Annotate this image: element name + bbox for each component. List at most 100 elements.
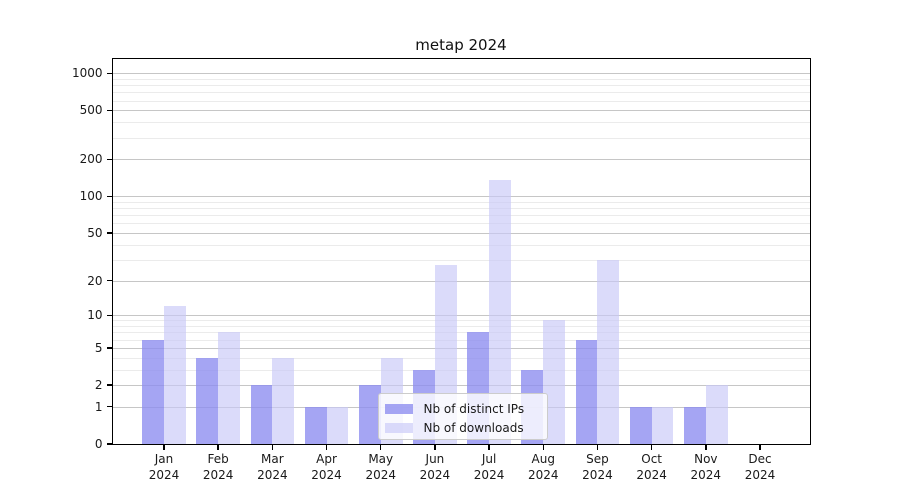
y-tick-mark: [106, 406, 113, 408]
x-tick-month: Jun: [425, 452, 445, 466]
bar-distinct-ips-nov: [684, 406, 706, 444]
gridline-major: [112, 196, 810, 198]
x-tick-mark: [488, 444, 490, 450]
x-tick-label: Sep 2024: [565, 451, 629, 483]
x-tick-mark: [705, 444, 707, 450]
y-tick-label: 5: [94, 340, 103, 355]
x-tick-mark: [542, 444, 544, 450]
x-tick-label: Jun 2024: [403, 451, 467, 483]
chart-title: metap 2024: [415, 36, 507, 54]
bar-downloads-aug: [543, 320, 566, 444]
y-tick-label: 20: [87, 273, 103, 288]
x-tick-month: Dec: [748, 452, 772, 466]
x-tick-mark: [650, 444, 653, 450]
gridline-minor: [112, 100, 810, 102]
y-tick-label: 2: [94, 378, 103, 393]
y-tick-mark: [106, 72, 113, 74]
x-tick-mark: [271, 444, 274, 450]
x-tick-year: 2024: [690, 468, 722, 482]
y-tick-mark: [106, 232, 113, 234]
y-tick-label: 100: [79, 189, 103, 204]
legend-label-distinct-ips: Nb of distinct IPs: [423, 401, 525, 416]
legend-swatch-downloads: [384, 422, 413, 433]
bar-downloads-apr: [326, 406, 349, 444]
gridline-minor: [112, 357, 810, 359]
x-tick-mark: [596, 444, 599, 450]
x-tick-mark: [380, 444, 382, 450]
y-tick-label: 0: [94, 437, 103, 451]
gridline-major: [112, 110, 810, 112]
gridline-minor: [112, 339, 810, 341]
x-tick-month: Sep: [586, 452, 609, 466]
gridline-minor: [112, 223, 810, 225]
x-tick-year: 2024: [582, 468, 613, 482]
gridline-major: [112, 73, 810, 75]
x-tick-label: Aug 2024: [511, 451, 575, 483]
y-tick-mark: [106, 195, 113, 198]
y-tick-mark: [106, 347, 113, 349]
y-tick-mark: [106, 314, 113, 317]
y-tick-label: 200: [79, 152, 103, 167]
bar-distinct-ips-oct: [629, 406, 652, 444]
gridline-minor: [112, 244, 810, 246]
x-tick-year: 2024: [365, 468, 396, 482]
bar-downloads-jan: [164, 306, 186, 444]
y-tick-label: 1: [94, 399, 103, 414]
x-tick-label: Jan 2024: [132, 451, 196, 483]
x-tick-label: Mar 2024: [240, 451, 304, 483]
x-tick-label: Dec 2024: [728, 451, 792, 483]
bar-distinct-ips-apr: [304, 406, 327, 444]
x-tick-label: Jul 2024: [457, 451, 521, 483]
x-tick-mark: [325, 444, 328, 450]
x-tick-year: 2024: [419, 468, 451, 482]
gridline-major: [112, 385, 810, 387]
bar-downloads-nov: [705, 385, 728, 444]
x-tick-year: 2024: [636, 468, 667, 482]
gridline-minor: [112, 259, 810, 261]
legend-swatch-distinct-ips: [384, 403, 413, 414]
x-tick-month: Oct: [641, 452, 662, 466]
bar-downloads-jul: [489, 180, 511, 444]
gridline-minor: [112, 78, 810, 80]
legend-row: Nb of downloads: [384, 418, 547, 437]
gridline-major: [112, 159, 810, 161]
legend: Nb of distinct IPs Nb of downloads: [377, 393, 548, 440]
gridline-major: [112, 315, 810, 317]
gridline-major: [112, 347, 810, 349]
x-tick-label: Oct 2024: [620, 451, 684, 483]
x-tick-year: 2024: [148, 468, 180, 482]
x-tick-month: Aug: [531, 452, 555, 466]
gridline-minor: [112, 137, 810, 139]
x-tick-mark: [434, 444, 436, 450]
y-tick-label: 1000: [71, 66, 103, 81]
gridline-minor: [112, 85, 810, 87]
x-tick-year: 2024: [311, 468, 342, 482]
bar-downloads-sep: [597, 259, 620, 444]
gridline-minor: [112, 208, 810, 210]
x-tick-year: 2024: [527, 468, 559, 482]
x-tick-month: May: [368, 452, 394, 466]
gridline-minor: [112, 201, 810, 203]
x-tick-mark: [163, 444, 165, 450]
x-tick-year: 2024: [744, 468, 776, 482]
y-tick-label: 500: [79, 103, 103, 118]
x-tick-month: Jul: [481, 452, 497, 466]
y-tick-mark: [106, 384, 113, 386]
x-tick-label: Feb 2024: [186, 451, 250, 483]
bar-distinct-ips-mar: [250, 385, 273, 444]
bar-distinct-ips-may: [358, 385, 381, 444]
gridline-minor: [112, 215, 810, 217]
bar-downloads-oct: [651, 406, 674, 444]
gridline-minor: [112, 320, 810, 322]
x-tick-month: Nov: [694, 452, 718, 466]
y-tick-mark: [106, 279, 113, 282]
bar-downloads-mar: [272, 357, 295, 444]
y-tick-label: 50: [87, 226, 103, 241]
gridline-minor: [112, 326, 810, 328]
x-tick-label: Nov 2024: [674, 451, 738, 483]
plot-area: Nb of distinct IPs Nb of downloads: [111, 58, 811, 445]
bar-distinct-ips-jan: [142, 339, 164, 444]
x-tick-year: 2024: [257, 468, 288, 482]
gridline-major: [112, 233, 810, 235]
